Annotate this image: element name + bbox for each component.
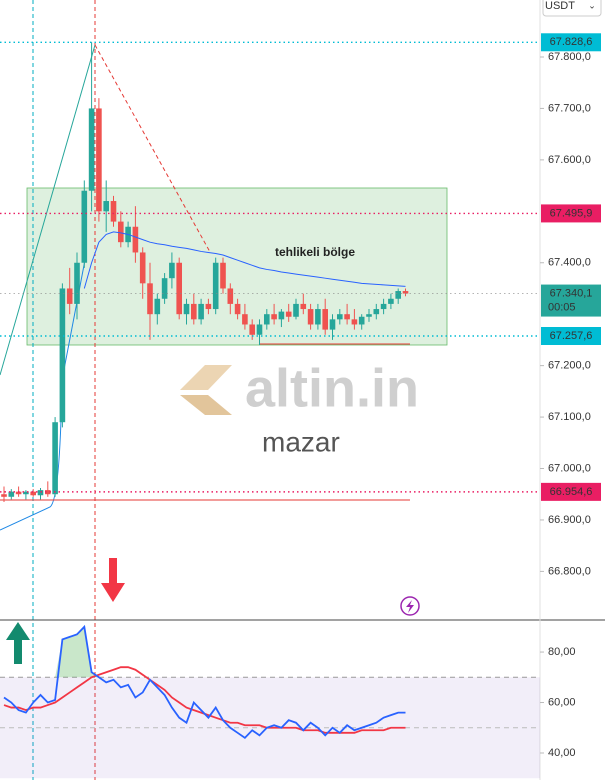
candle-body <box>118 221 124 243</box>
candle-body <box>322 309 328 330</box>
price-label: 67.257,6 <box>550 330 593 342</box>
candle-body <box>212 262 219 310</box>
price-label-box <box>541 204 601 223</box>
logo <box>180 365 232 415</box>
candle-body <box>96 108 102 212</box>
y-tick-label: 67.800,0 <box>548 51 591 63</box>
up-arrow <box>6 622 30 664</box>
y-tick-label: 60,00 <box>548 696 576 708</box>
y-tick-label: 67.100,0 <box>548 411 591 423</box>
candle-body <box>103 201 109 212</box>
candle-body <box>300 303 307 310</box>
ma-line <box>83 231 406 289</box>
y-tick-label: 66.800,0 <box>548 565 591 577</box>
candle-body <box>59 288 66 423</box>
candle-body <box>344 314 350 320</box>
candle-body <box>366 314 372 317</box>
candle-body <box>358 316 365 325</box>
candle-body <box>81 190 88 263</box>
price-label-box <box>541 284 601 317</box>
y-tick-label: 67.200,0 <box>548 360 591 372</box>
candle-body <box>88 108 95 191</box>
price-label: 67.340,1 <box>550 287 593 299</box>
candle-body <box>169 262 175 279</box>
candle-body <box>1 494 7 497</box>
y-tick-label: 66.900,0 <box>548 514 591 526</box>
candle-body <box>373 309 380 315</box>
candle-body <box>351 319 358 325</box>
candle-body <box>278 311 285 320</box>
rsi-overbought-fill <box>55 626 99 678</box>
candle-body <box>380 303 387 310</box>
down-arrow <box>101 558 125 602</box>
candle-body <box>37 490 44 496</box>
price-label-box <box>541 33 601 52</box>
candle-body <box>285 311 292 317</box>
y-tick-label: 40,00 <box>548 747 576 759</box>
candle-body <box>402 291 409 294</box>
candle-body <box>249 324 255 335</box>
candle-body <box>191 303 197 320</box>
candle-body <box>337 314 343 320</box>
candle-body <box>388 298 394 304</box>
candle-body <box>264 314 270 325</box>
candle-body <box>23 491 29 495</box>
candle-body <box>315 309 321 325</box>
candle-body <box>132 226 139 253</box>
trend-line <box>94 44 211 253</box>
candle-body <box>256 324 263 335</box>
candle-body <box>45 490 51 495</box>
candle-body <box>329 319 336 330</box>
currency-caret: ⌄ <box>588 0 596 10</box>
y-tick-label: 80,00 <box>548 646 576 658</box>
currency: USDT <box>545 0 575 12</box>
candle-body <box>52 422 58 495</box>
candle-body <box>183 303 190 315</box>
price-label: 66.954,6 <box>550 486 593 498</box>
y-tick-label: 67.600,0 <box>548 154 591 166</box>
candle-body <box>234 303 241 315</box>
y-tick-label: 67.700,0 <box>548 102 591 114</box>
candle-body <box>8 491 15 497</box>
author: mazar <box>262 426 340 457</box>
zone-box <box>26 187 448 346</box>
candle-body <box>66 288 73 304</box>
candle-body <box>227 288 234 304</box>
candle-body <box>242 314 248 325</box>
price-label-box <box>541 482 601 501</box>
currency-box[interactable] <box>542 0 602 17</box>
candle-body <box>30 491 36 496</box>
price-label: 67.495,9 <box>550 207 593 219</box>
candle-body <box>176 262 182 315</box>
candle-body <box>198 303 204 320</box>
y-tick-label: 67.400,0 <box>548 257 591 269</box>
candle-body <box>293 303 299 317</box>
candle-body <box>307 309 314 325</box>
candle-body <box>205 303 212 310</box>
candle-body <box>110 201 117 222</box>
price-label-box <box>541 327 601 346</box>
candle-body <box>154 298 161 315</box>
candle-body <box>147 283 153 315</box>
rsi-line <box>3 624 406 740</box>
trend-line <box>0 44 96 376</box>
y-tick-label: 67.000,0 <box>548 462 591 474</box>
candle-body <box>161 278 168 299</box>
price-label: 67.828,6 <box>550 36 593 48</box>
candle-body <box>271 314 277 320</box>
alert-icon[interactable] <box>400 596 420 616</box>
price-countdown: 00:05 <box>548 301 576 313</box>
candle-body <box>395 291 401 299</box>
zone-label: tehlikeli bölge <box>275 245 355 259</box>
candle-body <box>15 491 22 495</box>
candle-body <box>74 262 80 304</box>
watermark: altin.in <box>245 358 419 418</box>
candle-body <box>220 262 226 289</box>
candle-body <box>139 252 146 284</box>
alert-bolt <box>406 600 414 613</box>
